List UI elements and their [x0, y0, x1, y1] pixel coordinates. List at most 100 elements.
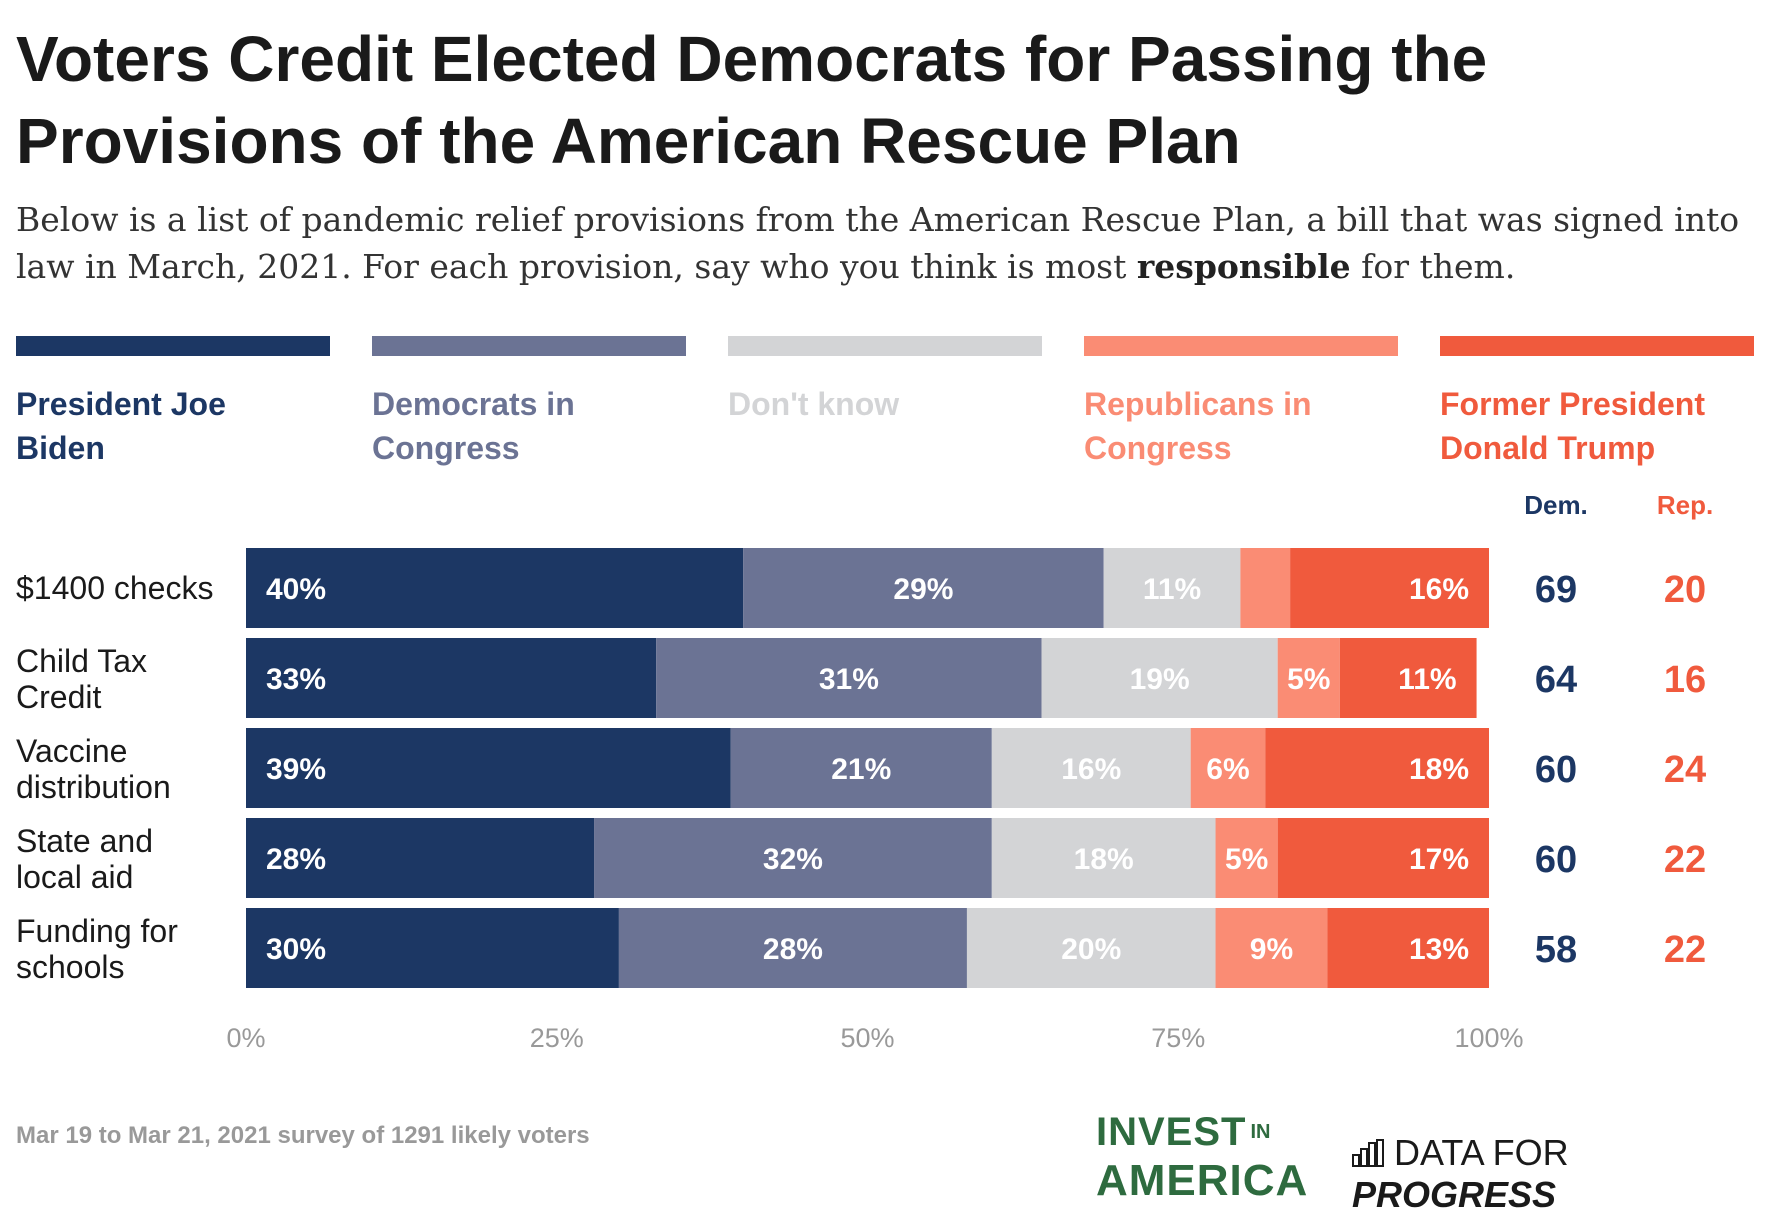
- bar-segment: [743, 548, 1104, 628]
- x-tick-label: 100%: [1454, 1023, 1523, 1053]
- category-label: Child Tax Credit: [16, 643, 147, 715]
- rep-total-value: 22: [1664, 839, 1706, 881]
- bar-segment: [1215, 908, 1328, 988]
- bar-segment: [1277, 638, 1340, 718]
- legend-item-trump: Former President Donald Trump: [1440, 336, 1754, 470]
- data-label: 19%: [1130, 663, 1190, 696]
- chart-subtitle: Below is a list of pandemic relief provi…: [16, 196, 1756, 290]
- invest-in-america-logo: INVEST IN AMERICA: [1096, 1110, 1309, 1205]
- legend-label-rep-congress: Republicans in Congress: [1084, 386, 1312, 466]
- legend-swatch-dem-congress: [372, 336, 686, 356]
- data-label: 29%: [893, 573, 953, 606]
- data-label: 28%: [763, 933, 823, 966]
- rep-total-value: 16: [1664, 659, 1706, 701]
- legend-item-rep-congress: Republicans in Congress: [1084, 336, 1398, 470]
- bar-segment: [991, 728, 1191, 808]
- title-line-1: Voters Credit Elected Democrats for Pass…: [16, 23, 1488, 95]
- dfp-logo-word-2: PROGRESS: [1352, 1174, 1557, 1215]
- category-label: $1400 checks: [16, 570, 213, 606]
- bar-segment: [1041, 638, 1278, 718]
- legend-label-dem-congress: Democrats in Congress: [372, 386, 575, 466]
- category-label-line: distribution: [16, 769, 171, 805]
- data-label: 40%: [266, 573, 326, 606]
- category-label-line: Child Tax: [16, 643, 147, 679]
- dem-total-value: 60: [1535, 749, 1577, 791]
- bar-segment: [1265, 728, 1489, 808]
- dfp-logo-word-1: DATA FOR: [1394, 1132, 1569, 1173]
- x-tick-label: 0%: [226, 1023, 265, 1053]
- data-label: 20%: [1061, 933, 1121, 966]
- data-label: 16%: [1061, 753, 1121, 786]
- legend-label-biden: President Joe Biden: [16, 386, 226, 466]
- legend-label-dont-know: Don't know: [728, 386, 900, 422]
- rep-total-value: 22: [1664, 929, 1706, 971]
- bar-segment: [730, 728, 992, 808]
- bar-segment: [246, 728, 731, 808]
- data-label: 31%: [819, 663, 879, 696]
- dem-total-value: 64: [1535, 659, 1577, 701]
- title-line-2: Provisions of the American Rescue Plan: [16, 105, 1241, 177]
- data-label: 18%: [1409, 753, 1469, 786]
- data-label: 13%: [1409, 933, 1469, 966]
- rep-total-header: Rep.: [1657, 490, 1713, 520]
- x-tick-label: 25%: [530, 1023, 584, 1053]
- data-label: 11%: [1398, 663, 1456, 696]
- rep-total-value: 20: [1664, 569, 1706, 611]
- bar-segment: [1240, 548, 1291, 628]
- bar-segment: [991, 818, 1216, 898]
- subtitle-bold: responsible: [1136, 247, 1351, 286]
- invest-logo-word-1: INVEST: [1096, 1110, 1247, 1154]
- legend-item-dem-congress: Democrats in Congress: [372, 336, 686, 470]
- data-label: 33%: [266, 663, 326, 696]
- bar-segment: [1277, 818, 1489, 898]
- invest-logo-word-2: IN: [1250, 1121, 1271, 1143]
- legend-swatch-trump: [1440, 336, 1754, 356]
- subtitle-end: for them.: [1350, 247, 1516, 286]
- bar-segment: [1190, 728, 1266, 808]
- data-for-progress-logo: DATA FOR PROGRESS: [1352, 1132, 1766, 1216]
- data-label: 32%: [763, 843, 823, 876]
- dem-total-value: 58: [1535, 929, 1577, 971]
- legend-label-trump: Former President Donald Trump: [1440, 386, 1705, 466]
- data-label: 21%: [831, 753, 891, 786]
- bar-segment: [246, 638, 657, 718]
- category-label-line: local aid: [16, 859, 133, 895]
- data-label: 28%: [266, 843, 326, 876]
- bar-segment: [656, 638, 1042, 718]
- data-label: 5%: [1225, 843, 1268, 876]
- data-label: 17%: [1409, 843, 1469, 876]
- x-tick-label: 50%: [840, 1023, 894, 1053]
- bar-segment: [246, 818, 595, 898]
- bar-segment: [246, 548, 744, 628]
- legend-item-biden: President Joe Biden: [16, 336, 330, 470]
- bar-segment: [1339, 638, 1477, 718]
- bar-segment: [594, 818, 992, 898]
- legend-swatch-biden: [16, 336, 330, 356]
- rep-total-value: 24: [1664, 749, 1706, 791]
- legend-item-dont-know: Don't know: [728, 336, 1042, 426]
- dem-total-value: 60: [1535, 839, 1577, 881]
- data-label: 18%: [1074, 843, 1134, 876]
- category-label-line: Vaccine: [16, 733, 127, 769]
- dem-total-value: 69: [1535, 569, 1577, 611]
- category-label-line: $1400 checks: [16, 570, 213, 606]
- data-label: 5%: [1287, 663, 1330, 696]
- invest-logo-word-3: AMERICA: [1096, 1156, 1309, 1205]
- subtitle-text: Below is a list of pandemic relief provi…: [16, 200, 1740, 286]
- data-label: 30%: [266, 933, 326, 966]
- data-label: 39%: [266, 753, 326, 786]
- bar-segment: [966, 908, 1216, 988]
- bar-segment: [1290, 548, 1489, 628]
- category-label: State and local aid: [16, 823, 153, 895]
- category-label: Funding for schools: [16, 913, 178, 985]
- stacked-bar-chart: Dem. Rep. $1400 checks 40% 29% 11% 16% 69 20 Chil…: [16, 490, 1713, 1053]
- category-label-line: schools: [16, 949, 125, 985]
- data-label: 16%: [1409, 573, 1469, 606]
- bar-segment: [246, 908, 619, 988]
- data-label: 9%: [1250, 933, 1293, 966]
- data-label: 11%: [1143, 573, 1201, 606]
- category-label-line: Credit: [16, 679, 101, 715]
- legend-swatch-dont-know: [728, 336, 1042, 356]
- category-label-line: Funding for: [16, 913, 178, 949]
- category-label: Vaccine distribution: [16, 733, 171, 805]
